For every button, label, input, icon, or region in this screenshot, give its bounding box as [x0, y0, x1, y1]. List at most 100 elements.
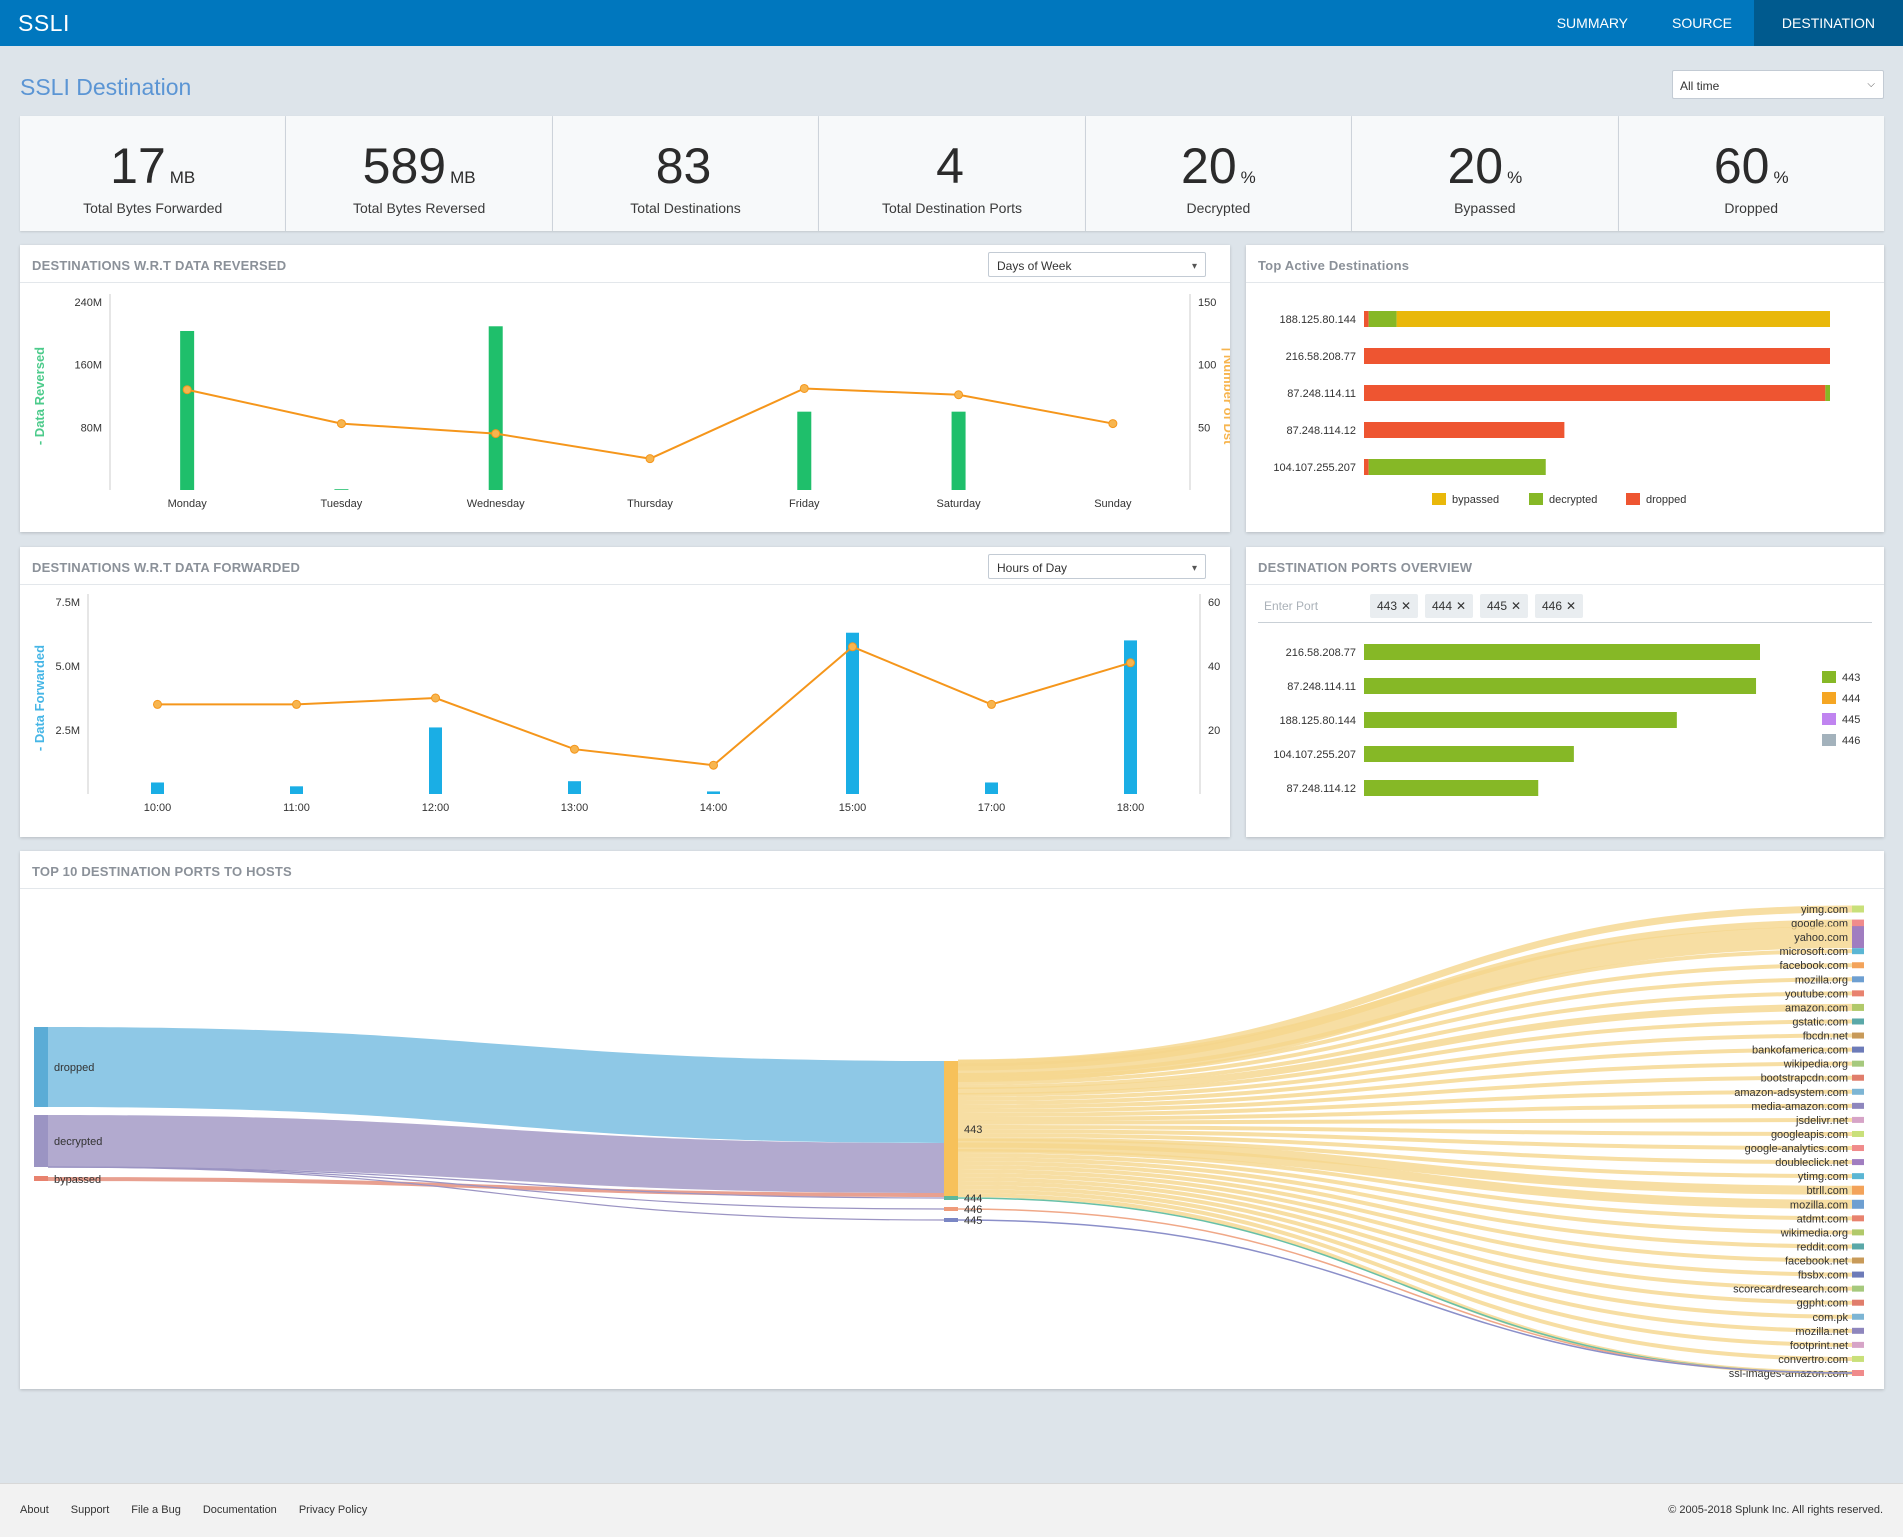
- sankey-port-label: 443: [964, 1124, 982, 1136]
- chart-sankey: yimg.comgoogle.comyahoo.commicrosoft.com…: [34, 904, 1864, 1380]
- port-filter-input[interactable]: Enter Port 443 ✕ 444 ✕ 445 ✕ 446 ✕: [1258, 589, 1872, 623]
- bar-segment: [1364, 311, 1369, 327]
- line-point: [570, 744, 579, 754]
- footer-links: About Support File a Bug Documentation P…: [20, 1504, 367, 1516]
- sankey-host-label: atdmt.com: [1797, 1213, 1848, 1225]
- y-tick-label: 160M: [74, 360, 102, 372]
- kpi-value: 20%: [1447, 138, 1523, 194]
- sankey-link: [957, 1173, 1853, 1305]
- sankey-host-node: [1852, 1046, 1864, 1053]
- close-icon[interactable]: ✕: [1511, 599, 1522, 613]
- legend-swatch: [1432, 493, 1446, 505]
- hours-of-day-dropdown[interactable]: Hours of Day ▾: [988, 554, 1206, 579]
- port-chip-443[interactable]: 443 ✕: [1370, 594, 1419, 618]
- port-input-placeholder[interactable]: Enter Port: [1264, 599, 1319, 613]
- line-point: [799, 383, 809, 393]
- sankey-host-node: [1852, 1215, 1864, 1222]
- top-nav-bar: SSLI SUMMARY SOURCE DESTINATION: [0, 0, 1903, 46]
- panel-data-reversed: DESTINATIONS W.R.T DATA REVERSED Days of…: [20, 245, 1230, 532]
- y-tick-label: 188.125.80.144: [1280, 715, 1356, 727]
- sankey-source-node: [34, 1027, 48, 1107]
- port-chip-444[interactable]: 444 ✕: [1425, 594, 1474, 618]
- legend-label: 446: [1842, 735, 1860, 747]
- panel-top-active-destinations: Top Active Destinations 188.125.80.144 21…: [1246, 245, 1884, 532]
- sankey-link: [957, 1157, 1853, 1249]
- kpi-value: 589 MB: [362, 138, 476, 194]
- y-tick-label: 87.248.114.12: [1286, 783, 1356, 795]
- sankey-host-node: [1852, 1229, 1864, 1236]
- x-tick-label: 17:00: [978, 802, 1006, 814]
- legend-label: 444: [1842, 693, 1860, 705]
- panel-title: DESTINATIONS W.R.T DATA REVERSED: [32, 258, 287, 273]
- kpi-label: Bypassed: [1454, 200, 1516, 216]
- footer-link-privacy-policy[interactable]: Privacy Policy: [298, 1504, 368, 1516]
- y2-tick-label: 100: [1198, 360, 1216, 372]
- bar: [1364, 780, 1539, 796]
- sankey-host-node: [1852, 1370, 1864, 1376]
- panel-top-ports-to-hosts: TOP 10 DESTINATION PORTS TO HOSTS yimg.c…: [20, 851, 1884, 1389]
- y-tick-label: 87.248.114.11: [1287, 388, 1356, 400]
- chart-destination-ports: 216.58.208.77 87.248.114.11 188.125.80.144…: [1273, 644, 1860, 796]
- kpi-label: Total Bytes Reversed: [352, 200, 486, 216]
- port-chip-446[interactable]: 446 ✕: [1535, 594, 1584, 618]
- sankey-link: [957, 1075, 1853, 1113]
- close-icon[interactable]: ✕: [1401, 599, 1412, 613]
- sankey-host-label: gstatic.com: [1792, 1016, 1848, 1028]
- legend-swatch: [1626, 493, 1640, 505]
- time-range-select[interactable]: All time ⌵: [1672, 70, 1884, 99]
- sankey-host-label: scorecardresearch.com: [1733, 1284, 1848, 1296]
- time-range-value: All time: [1680, 79, 1720, 93]
- days-of-week-dropdown[interactable]: Days of Week ▾: [988, 252, 1206, 277]
- bar: [846, 632, 859, 794]
- sankey-host-label: googleapis.com: [1771, 1129, 1848, 1141]
- nav-summary[interactable]: SUMMARY: [1556, 15, 1629, 31]
- footer-link-documentation[interactable]: Documentation: [202, 1504, 277, 1516]
- bar: [151, 782, 164, 794]
- bar: [568, 781, 581, 794]
- sankey-link: [957, 1142, 1853, 1209]
- y-tick-label: 216.58.208.77: [1286, 351, 1356, 363]
- divider: [20, 584, 1230, 585]
- sankey-host-node: [1852, 976, 1864, 983]
- close-icon[interactable]: ✕: [1566, 599, 1577, 613]
- bar: [1364, 644, 1760, 660]
- sankey-source-label: dropped: [54, 1062, 94, 1074]
- sankey-host-node: [1852, 1299, 1864, 1306]
- sankey-host-node: [1852, 1159, 1864, 1166]
- close-icon[interactable]: ✕: [1456, 599, 1467, 613]
- sankey-link: [957, 1137, 1853, 1179]
- kpi-value: 4: [936, 138, 964, 194]
- bar-segment: [1396, 311, 1830, 327]
- y-tick-label: 87.248.114.11: [1287, 681, 1356, 693]
- y-tick-label: 5.0M: [56, 661, 80, 673]
- nav-destination[interactable]: DESTINATION: [1753, 0, 1903, 46]
- sankey-link: [957, 1103, 1853, 1121]
- footer-link-support[interactable]: Support: [70, 1504, 110, 1516]
- legend-swatch: [1822, 671, 1836, 683]
- footer-link-file-a-bug[interactable]: File a Bug: [131, 1504, 181, 1516]
- bar: [951, 411, 966, 490]
- sankey-link: [957, 1061, 1853, 1109]
- kpi-decrypted: 20% Decrypted: [1085, 116, 1353, 231]
- divider: [20, 282, 1230, 283]
- footer-link-about[interactable]: About: [20, 1504, 49, 1516]
- port-chip-445[interactable]: 445 ✕: [1480, 594, 1529, 618]
- sankey-host-node: [1852, 1199, 1864, 1209]
- sankey-host-node: [1852, 1243, 1864, 1250]
- nav-source[interactable]: SOURCE: [1672, 15, 1732, 31]
- sankey-host-label: facebook.com: [1780, 960, 1848, 972]
- panel-data-forwarded: DESTINATIONS W.R.T DATA FORWARDED Hours …: [20, 547, 1230, 837]
- sankey-host-node: [1852, 1313, 1864, 1320]
- sankey-link: [957, 1149, 1853, 1221]
- sankey-port-label: 445: [964, 1215, 982, 1227]
- sankey-port-node: [944, 1207, 958, 1211]
- kpi-label: Total Bytes Forwarded: [83, 200, 223, 216]
- y2-tick-label: 60: [1208, 597, 1220, 609]
- app-title[interactable]: SSLI: [18, 10, 70, 36]
- y2-tick-label: 40: [1208, 661, 1220, 673]
- line-point: [153, 699, 162, 709]
- sankey-link: [957, 1189, 1853, 1361]
- sankey-link: [957, 1181, 1853, 1333]
- sankey-host-label: mozilla.org: [1795, 974, 1848, 986]
